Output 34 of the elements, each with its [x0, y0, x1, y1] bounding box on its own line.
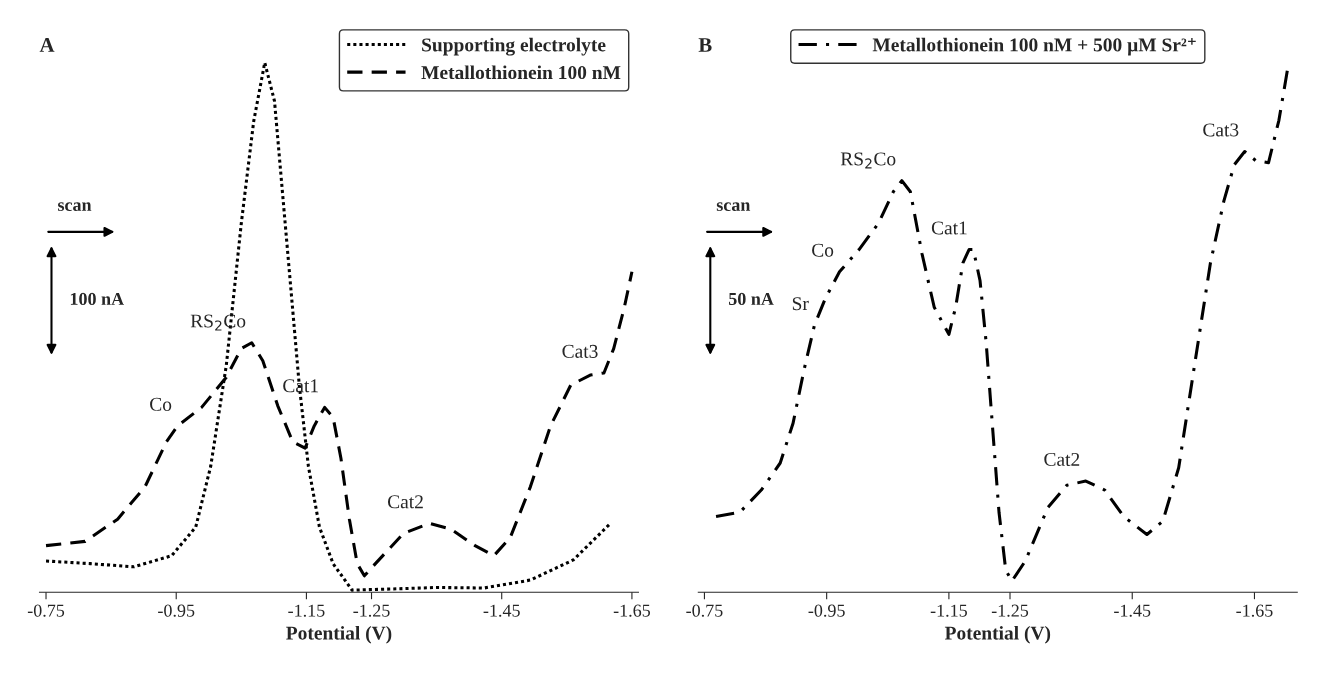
chart-title: B	[698, 38, 712, 52]
annotation: Cat3	[1203, 123, 1239, 137]
x-axis-title: Potential (V)	[944, 625, 1051, 644]
chart-title: A	[39, 38, 55, 52]
annotation: Cat1	[931, 221, 967, 235]
annotation: RS$_{2}$Co	[840, 152, 896, 169]
annotation: Cat2	[387, 495, 423, 509]
annotation: 100 nA	[70, 292, 124, 306]
annotation: 50 nA	[728, 292, 774, 306]
x-axis-title: Potential (V)	[286, 625, 392, 644]
x-tick-label: -1.65	[613, 604, 651, 617]
annotation: scan	[716, 202, 751, 212]
x-tick-label: -1.15	[288, 604, 325, 617]
annotation: Cat2	[1044, 452, 1080, 466]
x-tick-label: -0.75	[27, 604, 65, 617]
x-tick-label: -0.75	[686, 604, 723, 617]
annotation: Co	[812, 243, 834, 257]
legend-label: Supporting electrolyte	[422, 37, 606, 56]
x-tick-label: -1.25	[991, 604, 1029, 617]
x-tick-label: -1.45	[1114, 604, 1151, 617]
annotation: scan	[58, 202, 92, 212]
legend-label: Metallothionein 100 nM	[421, 65, 621, 80]
x-tick-label: -1.25	[353, 604, 390, 617]
x-tick-label: -1.45	[483, 604, 520, 617]
annotation: Co	[150, 397, 172, 411]
x-tick-label: -1.15	[930, 604, 967, 617]
legend-label: Metallothionein 100 nM + 500 µM Sr²⁺	[872, 37, 1196, 56]
x-tick-label: -0.95	[158, 604, 195, 617]
x-tick-label: -0.95	[808, 604, 845, 617]
annotation: Cat1	[283, 379, 318, 393]
x-tick-label: -1.65	[1236, 604, 1273, 617]
annotation: Cat3	[562, 344, 598, 358]
annotation: RS$_{2}$Co	[190, 314, 246, 331]
annotation: Sr	[792, 297, 809, 311]
